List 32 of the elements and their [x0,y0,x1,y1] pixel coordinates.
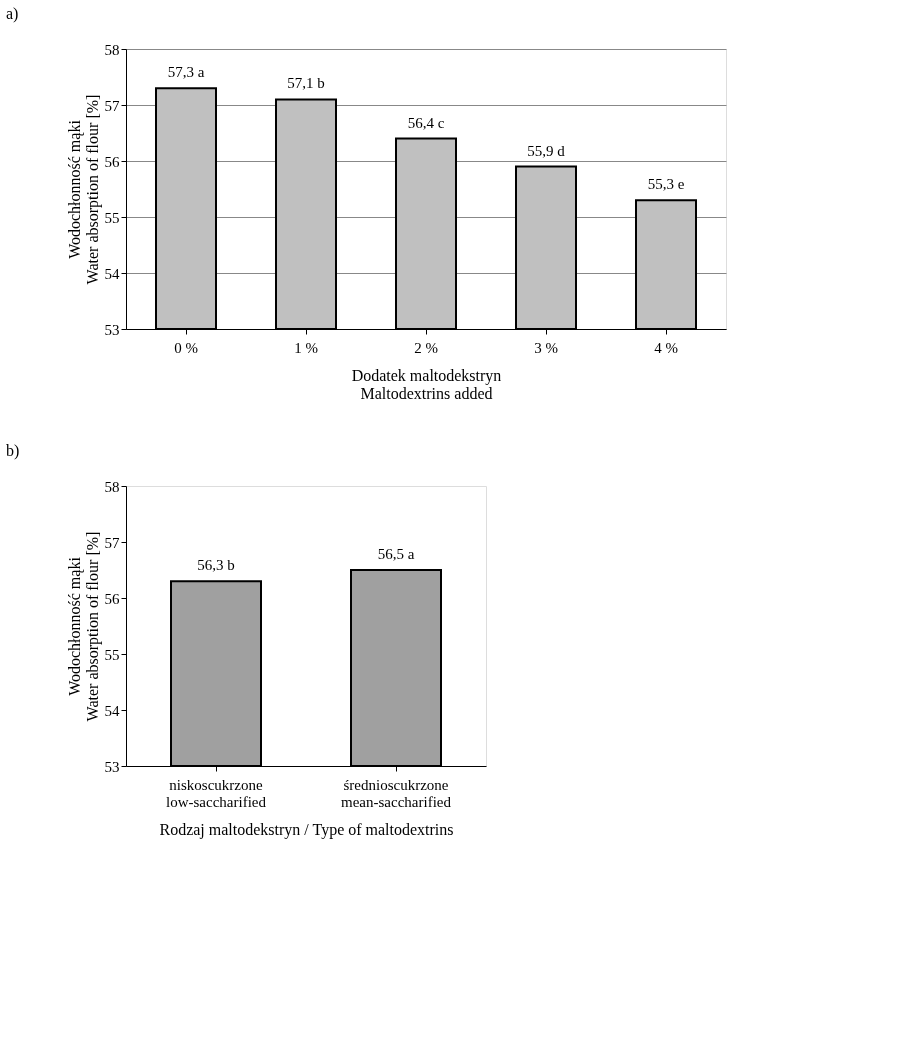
x-tick-label: 2 % [414,339,438,356]
x-axis-title: Rodzaj maltodekstryn / Type of maltodextrins [159,820,454,839]
y-tick-label: 58 [104,41,120,58]
x-axis-title: Dodatek maltodekstryn Maltodextrins added [351,366,502,402]
y-tick-label: 57 [104,534,120,551]
y-tick-label: 53 [104,758,120,775]
data-label: 55,9 d [527,142,566,159]
data-label: 56,5 a [377,546,415,562]
y-tick-label: 55 [104,209,120,226]
y-axis-title: Wodochłonność mąki Water absorption of flour [%] [65,531,102,722]
y-tick-label: 58 [104,478,120,495]
data-label: 56,4 c [407,114,445,131]
y-tick-label: 54 [104,265,120,282]
data-label: 56,3 b [197,557,235,574]
y-tick-label: 57 [104,97,120,114]
y-tick-label: 54 [104,702,120,719]
x-tick-label: średnioscukrzone mean-saccharified [341,776,452,810]
chart-title: b) [6,442,20,460]
data-label: 57,1 b [287,75,325,92]
data-label: 57,3 a [167,64,205,81]
y-tick-label: 53 [104,321,120,338]
y-tick-label: 56 [104,153,120,170]
y-tick-label: 56 [104,590,120,607]
y-tick-label: 55 [104,646,120,663]
data-label: 55,3 e [647,176,685,193]
x-tick-label: 4 % [654,339,678,356]
x-tick-label: niskoscukrzone low-saccharified [166,776,267,810]
x-tick-label: 0 % [174,339,198,356]
x-tick-label: 1 % [294,339,318,356]
x-tick-label: 3 % [534,339,558,356]
chart-title: a) [6,5,19,23]
y-axis-title: Wodochłonność mąki Water absorption of flour [%] [65,94,102,285]
